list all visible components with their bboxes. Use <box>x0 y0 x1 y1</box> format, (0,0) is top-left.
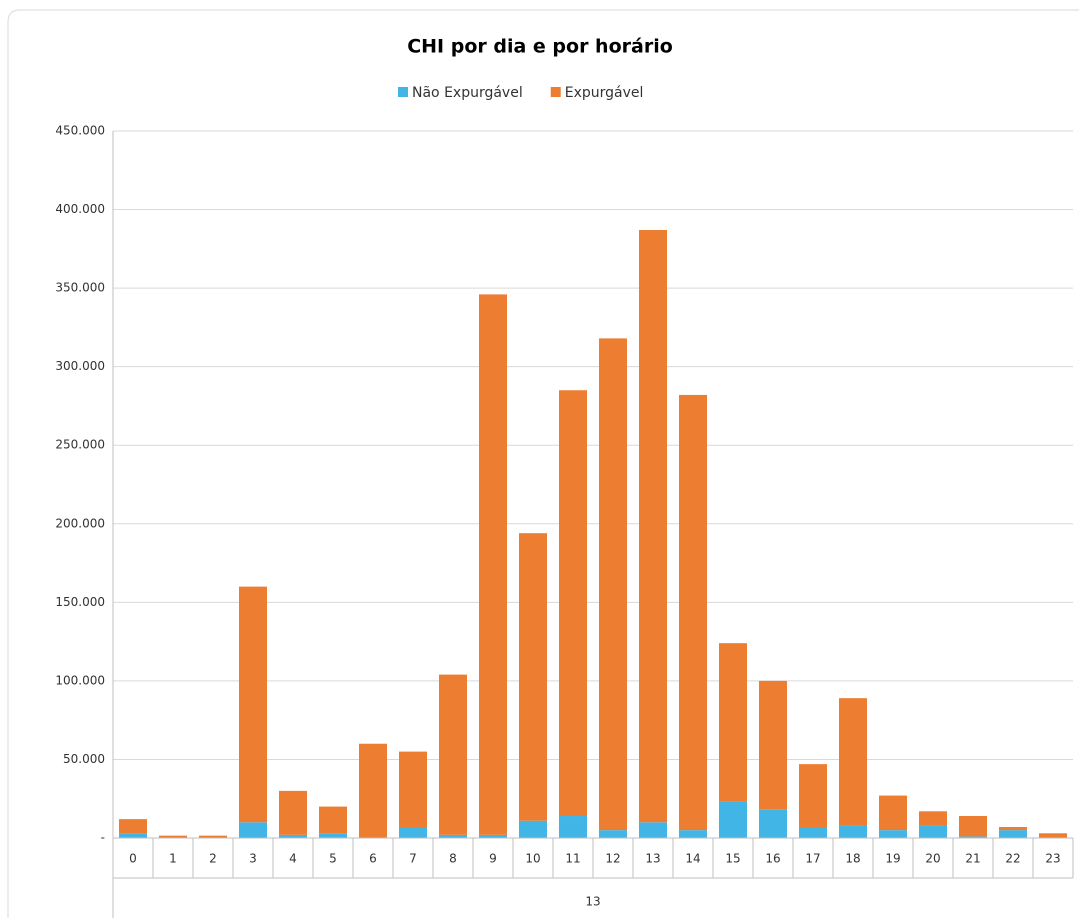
bar-segment <box>639 822 667 838</box>
x-tick-label: 3 <box>249 852 257 866</box>
bar-segment <box>759 809 787 838</box>
x-tick-label: 21 <box>965 852 980 866</box>
bar-segment <box>439 834 467 838</box>
bar-segment <box>959 836 987 838</box>
x-tick-label: 12 <box>605 852 620 866</box>
chart-frame <box>7 9 1079 918</box>
y-tick-label: 200.000 <box>55 516 105 530</box>
bar-segment <box>879 795 907 831</box>
bar-segment <box>999 830 1027 838</box>
bar-segment <box>639 229 667 823</box>
bar-segment <box>319 806 347 834</box>
bar-segment <box>359 743 387 838</box>
bar-segment <box>599 830 627 838</box>
x-tick-label: 4 <box>289 852 297 866</box>
y-tick-label: 250.000 <box>55 438 105 452</box>
bar-segment <box>279 790 307 835</box>
x-tick-label: 11 <box>565 852 580 866</box>
bar-segment <box>759 680 787 810</box>
x-tick-label: 23 <box>1045 852 1060 866</box>
bar-segment <box>799 827 827 838</box>
bar-segment <box>399 827 427 838</box>
bar-segment <box>519 533 547 821</box>
bar-segment <box>599 338 627 831</box>
chart-title: CHI por dia e por horário <box>407 36 673 58</box>
x-tick-label: 22 <box>1005 852 1020 866</box>
x-tick-label: 18 <box>845 852 860 866</box>
bar-segment <box>119 819 147 834</box>
y-tick-label: 450.000 <box>55 124 105 138</box>
y-tick-label: 400.000 <box>55 202 105 216</box>
bar-segment <box>679 394 707 831</box>
bar-segment <box>519 820 547 838</box>
bar-segment <box>239 822 267 838</box>
y-tick-label: - <box>101 831 105 845</box>
bar-segment <box>999 827 1027 831</box>
x-tick-label: 7 <box>409 852 417 866</box>
bar-segment <box>159 835 187 838</box>
x-tick-label: 2 <box>209 852 217 866</box>
x-tick-label: 1 <box>169 852 177 866</box>
bar-segment <box>919 811 947 826</box>
legend-label: Expurgável <box>565 85 644 101</box>
bar-segment <box>959 816 987 837</box>
bar-segment <box>879 830 907 838</box>
x-tick-label: 10 <box>525 852 540 866</box>
x-tick-label: 5 <box>329 852 337 866</box>
y-tick-label: 300.000 <box>55 359 105 373</box>
bar-segment <box>1039 833 1067 838</box>
x-tick-label: 20 <box>925 852 940 866</box>
bar-segment <box>839 698 867 826</box>
x-tick-label: 8 <box>449 852 457 866</box>
legend-swatch <box>550 87 561 97</box>
x-tick-label: 6 <box>369 852 377 866</box>
x-tick-label: 0 <box>129 852 137 866</box>
bar-segment <box>919 825 947 838</box>
legend-label: Não Expurgável <box>412 85 523 101</box>
x-tick-label: 19 <box>885 852 900 866</box>
bar-segment <box>199 835 227 838</box>
group-label: 13 <box>585 895 600 909</box>
legend-swatch <box>398 87 408 97</box>
bar-segment <box>399 751 427 828</box>
x-tick-label: 15 <box>725 852 740 866</box>
bar-segment <box>239 586 267 823</box>
bar-segment <box>719 643 747 802</box>
y-tick-label: 50.000 <box>63 752 105 766</box>
bar-segment <box>799 764 827 828</box>
bar-segment <box>719 801 747 838</box>
bar-segment <box>479 834 507 838</box>
bar-segment <box>119 833 147 838</box>
bar-segment <box>279 834 307 838</box>
x-tick-label: 9 <box>489 852 497 866</box>
bar-segment <box>479 294 507 835</box>
bar-segment <box>439 674 467 835</box>
x-tick-label: 13 <box>645 852 660 866</box>
bar-segment <box>559 816 587 838</box>
y-tick-label: 150.000 <box>55 595 105 609</box>
x-tick-label: 17 <box>805 852 820 866</box>
y-tick-label: 100.000 <box>55 673 105 687</box>
x-tick-label: 14 <box>685 852 700 866</box>
y-tick-label: 350.000 <box>55 281 105 295</box>
bar-segment <box>319 833 347 838</box>
x-tick-label: 16 <box>765 852 780 866</box>
bar-segment <box>839 825 867 838</box>
bar-segment <box>679 830 707 838</box>
bar-segment <box>559 390 587 817</box>
